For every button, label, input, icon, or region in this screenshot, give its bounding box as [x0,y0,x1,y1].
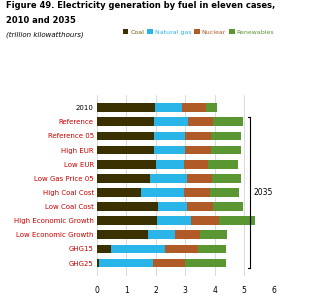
Bar [211,146,241,154]
Bar [210,188,239,197]
Bar [97,146,154,154]
Text: (trillion kilowatthours): (trillion kilowatthours) [6,31,84,38]
Bar [155,103,182,112]
Bar [148,230,175,239]
Bar [185,132,211,140]
Bar [187,117,213,126]
Bar [157,216,191,225]
Bar [97,244,111,253]
Bar [200,230,227,239]
Bar [211,132,241,140]
Bar [97,259,99,267]
Bar [141,188,184,197]
Bar [97,230,148,239]
Bar [97,117,155,126]
Bar [208,160,238,168]
Bar [111,244,166,253]
Bar [198,244,226,253]
Bar [156,160,184,168]
Bar [205,103,217,112]
Bar [97,103,155,112]
Bar [97,132,154,140]
Bar [97,202,158,211]
Bar [187,174,212,183]
Bar [185,259,226,267]
Bar [97,160,156,168]
Legend: Coal, Natural gas, Nuclear, Renewables: Coal, Natural gas, Nuclear, Renewables [123,29,274,35]
Bar [166,244,198,253]
Bar [182,103,205,112]
Bar [154,146,185,154]
Bar [213,202,243,211]
Bar [158,202,187,211]
Bar [184,160,208,168]
Bar [212,174,241,183]
Bar [191,216,219,225]
Text: Figure 49. Electricity generation by fuel in eleven cases,: Figure 49. Electricity generation by fue… [6,1,276,10]
Bar [184,188,210,197]
Bar [187,202,213,211]
Bar [99,259,153,267]
Bar [154,132,185,140]
Bar [219,216,254,225]
Bar [97,216,157,225]
Bar [185,146,211,154]
Bar [97,174,150,183]
Bar [150,174,187,183]
Text: 2010 and 2035: 2010 and 2035 [6,16,76,25]
Bar [155,117,187,126]
Bar [153,259,185,267]
Bar [97,188,141,197]
Text: 2035: 2035 [253,188,272,197]
Bar [213,117,243,126]
Bar [175,230,200,239]
